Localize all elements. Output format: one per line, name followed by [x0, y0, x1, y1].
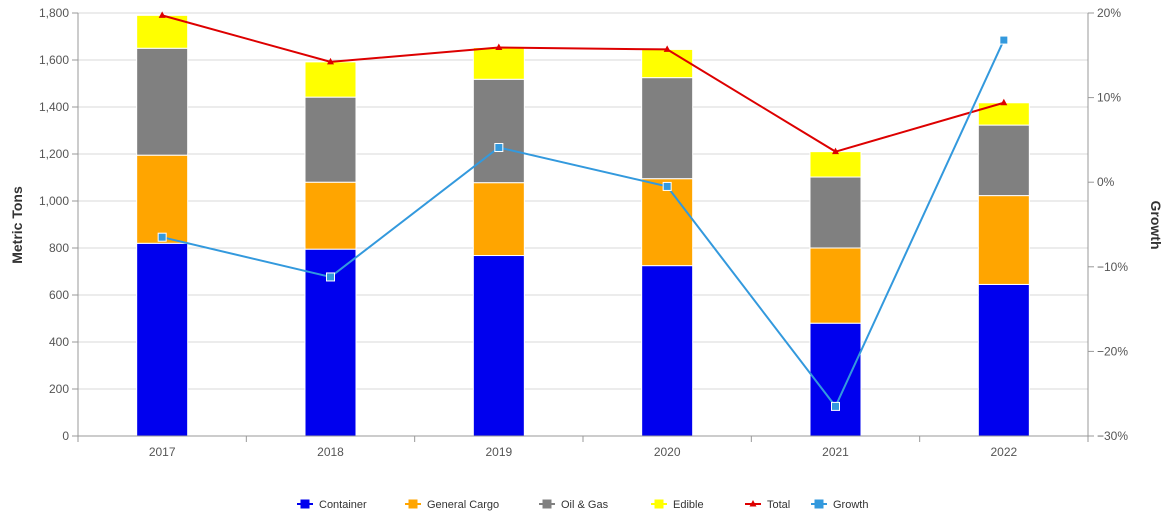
- legend-label: Total: [767, 499, 790, 511]
- bar-oil-gas-2020: [641, 77, 694, 180]
- bar-edible-2020: [641, 48, 694, 79]
- bar-general-cargo-2019: [472, 182, 525, 257]
- legend-label: Edible: [673, 499, 704, 511]
- y-tick-label: 1,200: [39, 147, 69, 161]
- bar-oil-gas-2017: [136, 47, 189, 156]
- point-total-2020: [663, 45, 671, 52]
- point-growth-2020: [662, 181, 672, 191]
- bar-general-cargo-2018: [304, 181, 357, 250]
- bar-oil-gas-2019: [472, 78, 525, 184]
- x-tick-label: 2017: [149, 445, 176, 459]
- legend-marker: [300, 499, 310, 509]
- point-total-2017: [158, 11, 166, 18]
- x-tick-label: 2022: [990, 445, 1017, 459]
- y-axis-title: Metric Tons: [9, 186, 25, 264]
- legend-marker: [654, 499, 664, 509]
- bar-layer: [136, 14, 1030, 437]
- bar-general-cargo-2020: [641, 178, 694, 267]
- point-growth-2017: [157, 232, 167, 242]
- series-line-growth: [161, 39, 1005, 409]
- legend-item-container: Container: [297, 499, 367, 511]
- legend-item-oil-gas: Oil & Gas: [539, 499, 609, 511]
- y2-tick-label: 10%: [1097, 91, 1121, 105]
- bar-container-2017: [136, 242, 189, 437]
- y-tick-label: 600: [49, 288, 69, 302]
- x-tick-label: 2019: [485, 445, 512, 459]
- point-total-2018: [327, 57, 334, 65]
- bar-edible-2022: [977, 102, 1030, 126]
- point-total-2019: [495, 43, 503, 51]
- point-growth-2021: [831, 401, 840, 411]
- x-tick-label: 2018: [317, 445, 344, 459]
- point-total-2022: [1000, 98, 1008, 106]
- bar-oil-gas-2022: [977, 124, 1030, 197]
- legend-label: Growth: [833, 499, 868, 511]
- bar-general-cargo-2021: [809, 247, 862, 324]
- y-tick-label: 800: [49, 241, 69, 255]
- point-growth-2019: [494, 143, 504, 153]
- line-layer: [157, 11, 1009, 411]
- bar-container-2019: [472, 255, 525, 437]
- y2-tick-label: −30%: [1097, 429, 1128, 443]
- y-tick-label: 1,000: [39, 194, 69, 208]
- y-tick-label: 1,400: [39, 100, 69, 114]
- y-tick-label: 1,800: [39, 6, 69, 20]
- bar-edible-2019: [472, 47, 525, 80]
- x-tick-label: 2020: [654, 445, 681, 459]
- legend-label: Container: [319, 499, 367, 511]
- legend-marker: [814, 499, 824, 509]
- legend-item-general-cargo: General Cargo: [405, 499, 499, 511]
- point-growth-2022: [999, 35, 1009, 45]
- legend-marker: [749, 500, 757, 507]
- series-line-total: [161, 14, 1005, 153]
- y-tick-label: 400: [49, 335, 69, 349]
- y2-axis-title: Growth: [1148, 201, 1164, 250]
- gridlines: [78, 12, 1088, 390]
- bar-edible-2018: [304, 61, 357, 98]
- bar-edible-2021: [809, 151, 862, 178]
- bar-container-2022: [977, 283, 1030, 437]
- axes: 0 200 400 600 800 1,000 1,200 1,400 1,600 1,800 −3…: [39, 6, 1128, 459]
- y2-tick-label: −10%: [1097, 260, 1128, 274]
- legend-item-growth: Growth: [811, 499, 868, 511]
- y2-tick-label: 0%: [1097, 175, 1115, 189]
- y-tick-label: 1,600: [39, 53, 69, 67]
- x-tick-label: 2021: [822, 445, 849, 459]
- bar-container-2020: [641, 265, 694, 437]
- bar-container-2021: [809, 322, 862, 437]
- legend: Container General Cargo Oil & Gas Edible Tot…: [297, 499, 868, 511]
- legend-marker: [542, 499, 552, 509]
- y-tick-label: 200: [49, 382, 69, 396]
- bar-general-cargo-2022: [977, 195, 1030, 285]
- legend-label: Oil & Gas: [561, 499, 609, 511]
- y2-tick-label: −20%: [1097, 344, 1128, 358]
- point-total-2021: [832, 147, 839, 155]
- legend-item-total: Total: [745, 499, 790, 511]
- bar-oil-gas-2021: [809, 176, 862, 249]
- y2-tick-label: 20%: [1097, 6, 1121, 20]
- legend-marker: [408, 499, 418, 509]
- point-growth-2018: [326, 272, 335, 282]
- y-tick-label: 0: [62, 429, 69, 443]
- legend-label: General Cargo: [427, 499, 499, 511]
- bar-general-cargo-2017: [136, 154, 189, 244]
- legend-item-edible: Edible: [651, 499, 704, 511]
- bar-oil-gas-2018: [304, 96, 357, 183]
